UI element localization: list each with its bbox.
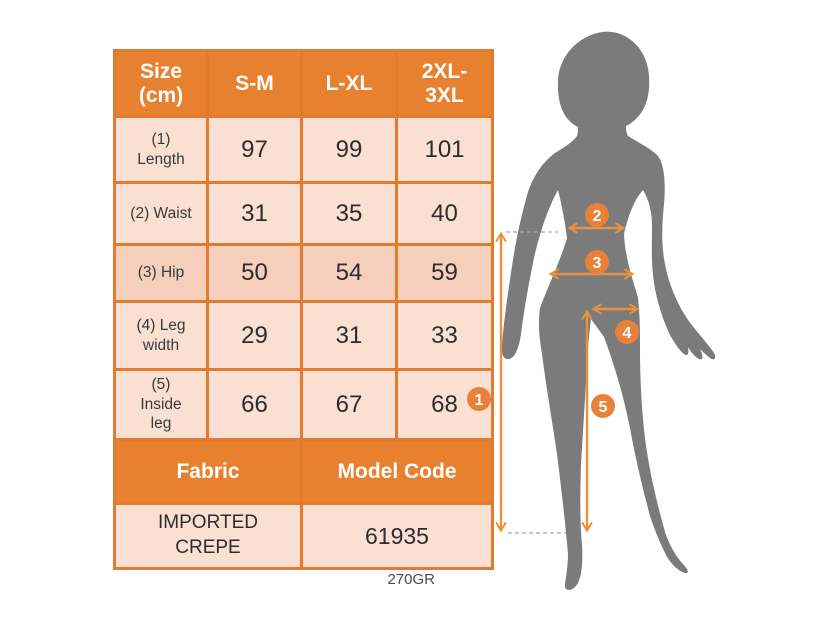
size-value: 54 [300, 243, 398, 303]
size-value: 31 [206, 181, 303, 246]
size-value: 66 [206, 368, 303, 441]
badge-label: 4 [623, 325, 632, 342]
measure-badge-2: 2 [585, 203, 609, 227]
measurement-label: (1) Length [113, 115, 209, 184]
measure-badge-5: 5 [591, 394, 615, 418]
size-value: 40 [395, 181, 494, 246]
size-value: 50 [206, 243, 303, 303]
header-size-cm: Size (cm) [113, 49, 209, 118]
table-row-hip: (3) Hip 50 54 59 [113, 243, 494, 303]
diagram-svg: 1 2 3 4 5 [467, 31, 716, 590]
badge-label: 2 [593, 208, 602, 225]
measure-badge-1: 1 [467, 387, 491, 411]
size-value: 68 [395, 368, 494, 441]
measurement-label: (2) Waist [113, 181, 209, 246]
measurement-label: (5) Inside leg [113, 368, 209, 441]
badge-circle [585, 250, 609, 274]
header-l-xl: L-XL [300, 49, 398, 118]
size-value: 99 [300, 115, 398, 184]
size-value: 67 [300, 368, 398, 441]
size-value: 31 [300, 300, 398, 371]
badge-circle [591, 394, 615, 418]
model-code-value: 61935 [300, 502, 494, 570]
measure-badge-4: 4 [615, 320, 639, 344]
header-s-m: S-M [206, 49, 303, 118]
body-measurement-diagram: 1 2 3 4 5 [460, 20, 760, 600]
measure-badge-3: 3 [585, 250, 609, 274]
fabric-header: Fabric [113, 438, 303, 505]
badge-label: 1 [475, 392, 484, 409]
size-header-row: Size (cm) S-M L-XL 2XL- 3XL [113, 49, 494, 118]
header-2xl-3xl: 2XL- 3XL [395, 49, 494, 118]
size-value: 97 [206, 115, 303, 184]
weight-note: 270GR [387, 571, 435, 588]
badge-circle [615, 320, 639, 344]
badge-circle [467, 387, 491, 411]
size-value: 35 [300, 181, 398, 246]
measurement-label: (4) Leg width [113, 300, 209, 371]
badge-label: 5 [599, 399, 608, 416]
table-row-inside-leg: (5) Inside leg 66 67 68 [113, 368, 494, 441]
badge-label: 3 [593, 255, 602, 272]
size-table-panel: Size (cm) S-M L-XL 2XL- 3XL (1) Length 9… [113, 49, 494, 570]
badge-circle [585, 203, 609, 227]
size-value: 29 [206, 300, 303, 371]
table-row-length: (1) Length 97 99 101 [113, 115, 494, 184]
info-value-row: IMPORTED CREPE 61935 [113, 502, 494, 570]
size-value: 33 [395, 300, 494, 371]
model-code-header: Model Code [300, 438, 494, 505]
size-value: 59 [395, 243, 494, 303]
table-row-waist: (2) Waist 31 35 40 [113, 181, 494, 246]
fabric-value: IMPORTED CREPE [113, 502, 303, 570]
table-row-leg-width: (4) Leg width 29 31 33 [113, 300, 494, 371]
size-value: 101 [395, 115, 494, 184]
female-silhouette [501, 31, 716, 590]
measurement-label: (3) Hip [113, 243, 209, 303]
size-table: Size (cm) S-M L-XL 2XL- 3XL (1) Length 9… [113, 49, 494, 570]
info-header-row: Fabric Model Code [113, 438, 494, 505]
